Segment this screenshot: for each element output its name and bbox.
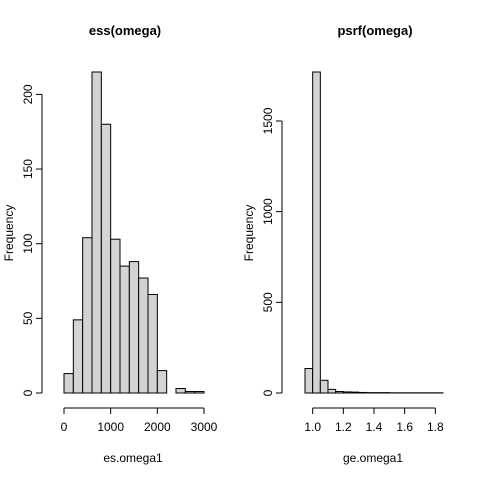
panel-psrf: psrf(omega) Frequency ge.omega1 1.0 1.2 1.… [242, 23, 444, 465]
x-axis: 0 1000 2000 3000 [61, 407, 218, 434]
y-tick-label: 50 [21, 311, 35, 325]
bars [304, 71, 444, 394]
histogram-bar [128, 261, 140, 394]
histogram-bar [91, 71, 102, 394]
x-tick-label: 1.2 [335, 420, 352, 434]
y-axis-label: Frequency [242, 205, 256, 262]
histogram-bar [175, 388, 186, 394]
histogram-bar [119, 265, 130, 394]
histogram-bar [72, 319, 84, 394]
y-tick-label: 150 [21, 159, 35, 179]
y-axis: 0 500 1000 1500 [261, 107, 283, 396]
x-tick-label: 2000 [144, 420, 171, 434]
x-tick-label: 3000 [191, 420, 218, 434]
y-tick-label: 0 [21, 389, 35, 396]
x-tick-label: 1.8 [427, 420, 444, 434]
bars [63, 71, 205, 394]
histogram-bar [184, 391, 196, 394]
histogram-bar [327, 388, 337, 394]
y-tick-label: 1000 [261, 198, 275, 225]
histogram-bar [82, 237, 93, 394]
x-axis-label: es.omega1 [103, 451, 163, 465]
chart-title: ess(omega) [89, 23, 161, 38]
y-tick-label: 100 [21, 233, 35, 253]
x-tick-label: 1000 [97, 420, 124, 434]
y-axis: 0 50 100 150 200 [21, 84, 43, 396]
histogram-bar [63, 373, 74, 394]
histogram-bar [194, 391, 205, 394]
histogram-bar [100, 123, 112, 394]
histogram-bar [335, 391, 344, 394]
y-axis-label: Frequency [2, 205, 16, 262]
chart-title: psrf(omega) [337, 23, 412, 38]
panel-ess: ess(omega) Frequency es.omega1 0 1000 2000… [2, 23, 218, 465]
x-axis: 1.0 1.2 1.4 1.6 1.8 [304, 407, 444, 434]
histogram-bar [319, 379, 329, 394]
histogram-bar [147, 293, 158, 394]
y-tick-label: 1500 [261, 107, 275, 134]
histogram-bar [138, 277, 149, 394]
x-tick-label: 1.0 [304, 420, 321, 434]
x-axis-label: ge.omega1 [343, 451, 403, 465]
y-tick-label: 200 [21, 84, 35, 104]
histogram-bar [304, 368, 314, 394]
y-tick-label: 0 [261, 389, 275, 396]
histogram-bar [312, 71, 321, 394]
x-tick-label: 0 [61, 420, 68, 434]
histogram-bar [110, 238, 121, 394]
y-tick-label: 500 [261, 292, 275, 312]
histogram-bar [156, 370, 168, 394]
histogram-bar [342, 391, 352, 394]
histogram-bar [350, 391, 360, 394]
x-tick-label: 1.6 [396, 420, 413, 434]
histogram-bar [358, 391, 367, 394]
x-tick-label: 1.4 [366, 420, 383, 434]
